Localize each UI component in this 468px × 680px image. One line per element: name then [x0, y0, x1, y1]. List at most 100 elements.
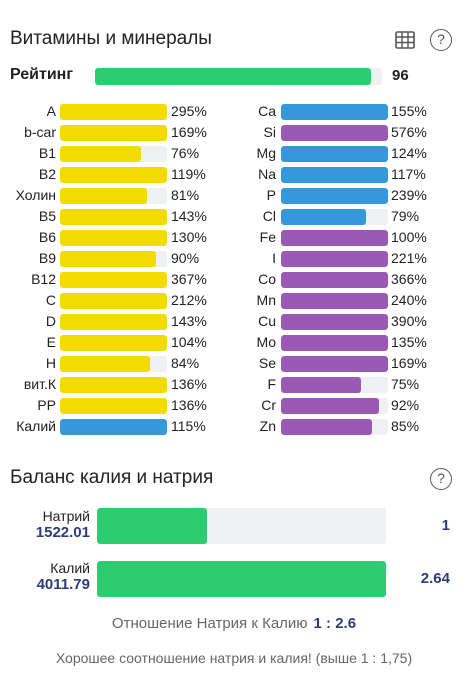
sodium-amount: 1522.01 [35, 524, 90, 541]
nutrient-name: Cl [262, 208, 276, 224]
nutrient-bar [281, 272, 388, 288]
nutrient-name: Na [258, 166, 276, 182]
nutrient-name: B12 [31, 271, 56, 287]
nutrient-row-right: Fe 100% [0, 227, 468, 248]
nutrient-name: вит.К [23, 376, 56, 392]
nutrient-percent: 221% [391, 250, 427, 266]
potassium-bar-fill [97, 561, 386, 597]
nutrient-name: Se [258, 355, 276, 371]
nutrient-percent: 239% [391, 187, 427, 203]
nutrient-bar-fill [60, 314, 167, 330]
nutrient-percent: 135% [391, 334, 427, 350]
nutrient-percent: 240% [391, 292, 427, 308]
nutrient-name: Mn [256, 292, 276, 308]
nutrient-row-right: P 239% [0, 185, 468, 206]
nutrient-row-left: PP 136% [0, 395, 468, 416]
nutrient-bar [60, 167, 167, 183]
nutrient-name: Si [263, 124, 276, 140]
nutrient-bar-fill [281, 167, 388, 183]
nutrient-percent: 169% [171, 124, 207, 140]
nutrient-bar [60, 209, 167, 225]
nutrient-percent: 85% [391, 418, 420, 434]
vitamins-section-title: Витамины и минералы [10, 28, 212, 49]
nutrient-row-left: C 212% [0, 290, 468, 311]
rating-bar-fill [95, 68, 371, 85]
nutrient-name: I [272, 250, 276, 266]
nutrient-name: D [45, 313, 56, 329]
nutrient-row-right: Si 576% [0, 122, 468, 143]
sodium-label: Натрий [42, 508, 90, 524]
nutrient-row-left: B6 130% [0, 227, 468, 248]
nutrient-row-right: Se 169% [0, 353, 468, 374]
nutrient-name: B9 [38, 250, 56, 266]
nutrient-row-right: Co 366% [0, 269, 468, 290]
nutrient-row-right: Cr 92% [0, 395, 468, 416]
nutrient-bar-fill [60, 251, 157, 267]
nutrient-bar [281, 335, 388, 351]
nutrient-percent: 119% [171, 166, 206, 182]
nutrient-bar [60, 356, 167, 372]
nutrient-bar [281, 104, 388, 120]
nutrient-row-right: Cu 390% [0, 311, 468, 332]
nutrient-name: Ca [258, 103, 276, 119]
nutrient-row-right: Ca 155% [0, 101, 468, 122]
nutrient-bar-fill [281, 293, 388, 309]
nutrient-row-left: A 295% [0, 101, 468, 122]
ratio-verdict: Хорошее соотношение натрия и калия! (выш… [55, 650, 413, 666]
help-circle-icon[interactable]: ? [430, 468, 452, 490]
nutrient-bar-fill [60, 146, 142, 162]
nutrient-row-left: B1 76% [0, 143, 468, 164]
nutrient-bar-fill [60, 230, 167, 246]
nutrient-row-left: Холин 81% [0, 185, 468, 206]
nutrient-percent: 136% [171, 376, 207, 392]
nutrient-row-left: H 84% [0, 353, 468, 374]
sodium-potassium-ratio: Отношение Натрия к Калию 1 : 2.6 [0, 615, 468, 632]
nutrient-name: A [46, 103, 56, 119]
nutrient-name: B6 [38, 229, 56, 245]
help-circle-icon[interactable]: ? [430, 29, 452, 51]
nutrient-bar-fill [60, 167, 167, 183]
nutrient-name: C [45, 292, 56, 308]
table-icon[interactable] [394, 29, 416, 51]
nutrient-bar-fill [60, 272, 167, 288]
sodium-bar-fill [97, 508, 207, 544]
nutrient-row-right: Na 117% [0, 164, 468, 185]
nutrient-bar-fill [281, 398, 380, 414]
nutrient-bar [60, 188, 167, 204]
nutrient-bar [281, 167, 388, 183]
nutrient-percent: 155% [391, 103, 427, 119]
nutrient-bar-fill [281, 272, 388, 288]
nutrient-percent: 295% [171, 103, 207, 119]
nutrient-bar [60, 125, 167, 141]
nutrient-name: E [46, 334, 56, 350]
nutrient-bar [60, 335, 167, 351]
nutrient-bar-fill [60, 188, 147, 204]
nutrient-bar-fill [60, 293, 167, 309]
nutrient-name: Zn [259, 418, 276, 434]
nutrient-bar-fill [60, 377, 167, 393]
nutrient-name: Cu [258, 313, 276, 329]
nutrient-row-left: Калий 115% [0, 416, 468, 437]
nutrient-bar-fill [281, 188, 388, 204]
nutrient-percent: 100% [391, 229, 427, 245]
rating-label: Рейтинг [10, 66, 74, 83]
nutrient-percent: 81% [171, 187, 200, 203]
nutrient-percent: 169% [391, 355, 427, 371]
nutrient-row-left: B5 143% [0, 206, 468, 227]
nutrient-row-right: F 75% [0, 374, 468, 395]
nutrient-row-right: Mg 124% [0, 143, 468, 164]
nutrient-bar [281, 314, 388, 330]
nutrient-bar-fill [281, 419, 372, 435]
nutrient-bar-fill [60, 356, 150, 372]
nutrient-name: Mg [256, 145, 276, 161]
nutrient-name: Fe [259, 229, 276, 245]
nutrient-bar [281, 125, 388, 141]
nutrient-percent: 366% [391, 271, 427, 287]
nutrient-percent: 367% [171, 271, 207, 287]
nutrient-name: Mo [256, 334, 276, 350]
nutrient-bar-fill [281, 314, 388, 330]
nutrient-percent: 212% [171, 292, 207, 308]
nutrient-bar-fill [281, 230, 388, 246]
nutrient-name: B1 [38, 145, 56, 161]
nutrient-percent: 90% [171, 250, 200, 266]
